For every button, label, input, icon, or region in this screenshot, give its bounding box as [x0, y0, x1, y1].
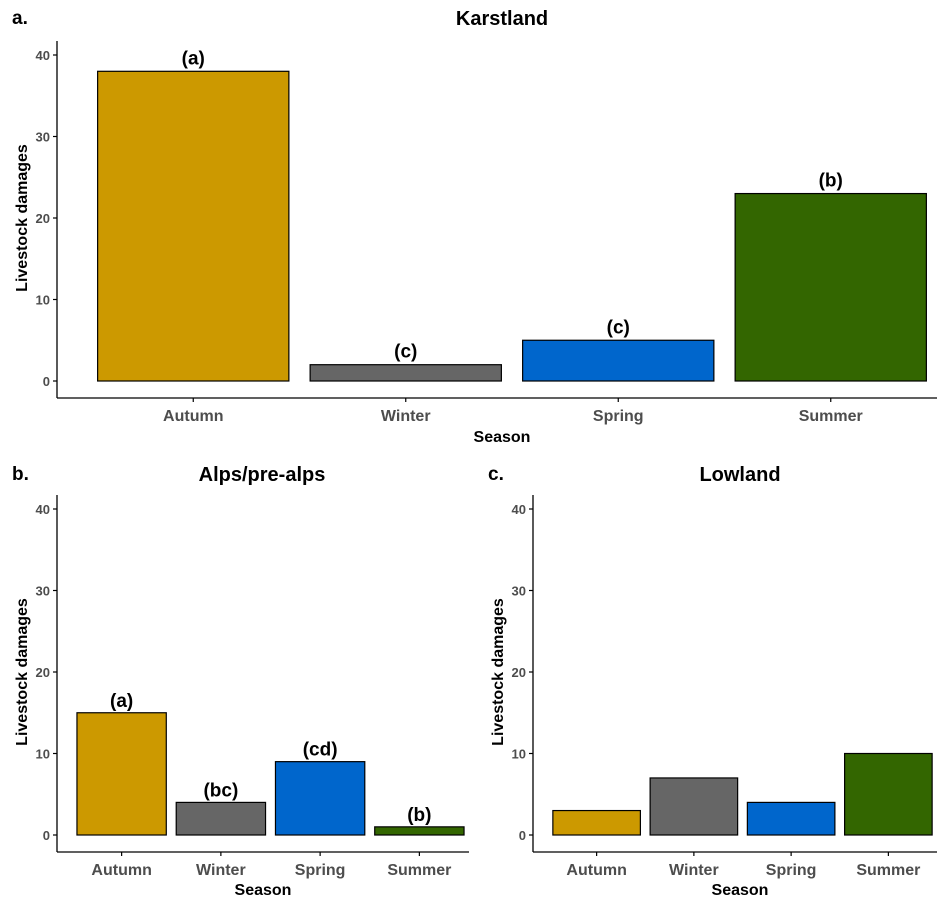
panel-b-bar-summer — [374, 826, 465, 836]
panel-b-x-tick-label-winter: Winter — [196, 862, 246, 879]
panel-c-bar-summer — [844, 752, 933, 836]
panel-a-bar-winter — [309, 364, 502, 382]
panel-c-y-tick-label: 0 — [519, 828, 526, 843]
panel-c: c. Lowland Livestock damages Season 0 10 2… — [488, 464, 937, 899]
panel-a-y-axis-title: Livestock damages — [14, 144, 31, 292]
panel-a-x-tick-label-spring: Spring — [593, 408, 644, 425]
panel-a-y-tick-label: 30 — [36, 130, 50, 145]
panel-b-y-tick-label: 10 — [36, 747, 50, 762]
panel-a-y-tick-label: 20 — [36, 211, 50, 226]
panel-c-y-tick-label: 10 — [512, 747, 526, 762]
panel-a-bar-spring — [522, 339, 715, 382]
panel-c-x-tick-label-summer: Summer — [856, 862, 920, 879]
panel-a-bar-label-winter: (c) — [394, 342, 417, 363]
panel-b-x-tick-label-summer: Summer — [387, 862, 451, 879]
panel-a-bar-label-spring: (c) — [607, 317, 630, 338]
panel-c-y-tick-label: 30 — [512, 584, 526, 599]
panel-b-bar-winter — [175, 801, 267, 836]
panel-a-x-tick-label-autumn: Autumn — [163, 408, 223, 425]
panel-b-y-tick-label: 0 — [43, 828, 50, 843]
panel-c-y-tick-label: 40 — [512, 502, 526, 517]
panel-c-bar-winter — [649, 777, 739, 836]
panel-b-x-tick-label-spring: Spring — [295, 862, 346, 879]
panel-a-bar-autumn — [97, 70, 290, 382]
panel-b-y-tick-label: 30 — [36, 584, 50, 599]
panel-c-y-axis-title: Livestock damages — [490, 598, 507, 746]
panel-a-letter: a. — [12, 8, 28, 29]
panel-a-x-tick-label-winter: Winter — [381, 408, 431, 425]
panel-c-bar-spring — [746, 801, 836, 836]
panel-a-title: Karstland — [456, 8, 548, 30]
panel-b-letter: b. — [12, 464, 29, 485]
panel-b-y-tick-label: 40 — [36, 502, 50, 517]
panel-a-x-tick-label-summer: Summer — [799, 408, 863, 425]
panel-b-bar-label-winter: (bc) — [203, 780, 238, 801]
panel-a-y-tick-label: 40 — [36, 48, 50, 63]
panel-b-y-tick-label: 20 — [36, 665, 50, 680]
panel-c-title: Lowland — [699, 464, 780, 486]
panel-a-bar-label-autumn: (a) — [182, 48, 205, 69]
panel-a-bar-summer — [734, 192, 927, 382]
panel-b-x-axis-title: Season — [235, 882, 292, 899]
panel-a-x-axis-title: Season — [474, 429, 531, 446]
panel-b-bar-label-summer: (b) — [407, 805, 431, 826]
panel-b: b. Alps/pre-alps Livestock damages Seaso… — [12, 464, 469, 899]
panel-b-bar-spring — [274, 761, 366, 836]
panel-c-bar-autumn — [552, 809, 641, 836]
panel-c-x-tick-label-winter: Winter — [669, 862, 719, 879]
panel-c-x-tick-label-spring: Spring — [766, 862, 817, 879]
panel-c-x-tick-label-autumn: Autumn — [566, 862, 626, 879]
panel-b-bar-label-autumn: (a) — [110, 691, 133, 712]
panel-c-x-axis-title: Season — [712, 882, 769, 899]
panel-b-bar-autumn — [76, 712, 167, 836]
panel-b-y-axis-title: Livestock damages — [14, 598, 31, 746]
panel-b-bar-label-spring: (cd) — [303, 740, 338, 761]
panel-b-title: Alps/pre-alps — [199, 464, 326, 486]
panel-c-y-tick-label: 20 — [512, 665, 526, 680]
panel-c-letter: c. — [488, 464, 504, 485]
panel-a-y-tick-label: 10 — [36, 293, 50, 308]
panel-a: a. Karstland Livestock damages Season 0 1… — [12, 8, 937, 446]
panel-a-bar-label-summer: (b) — [819, 171, 843, 192]
panel-a-y-tick-label: 0 — [43, 374, 50, 389]
panel-b-x-tick-label-autumn: Autumn — [91, 862, 151, 879]
